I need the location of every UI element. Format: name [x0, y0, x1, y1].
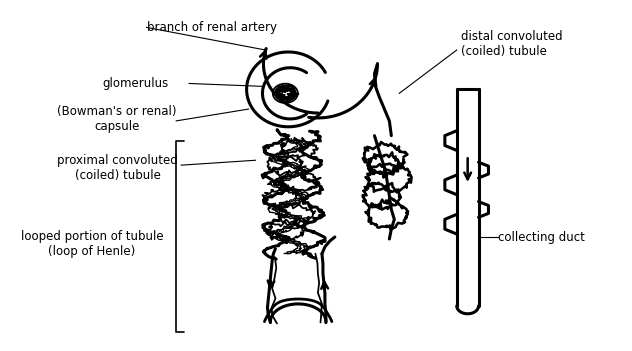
- Text: collecting duct: collecting duct: [499, 231, 585, 244]
- Text: glomerulus: glomerulus: [102, 77, 168, 90]
- Text: distal convoluted
(coiled) tubule: distal convoluted (coiled) tubule: [461, 30, 562, 58]
- Text: branch of renal artery: branch of renal artery: [147, 21, 277, 34]
- Text: (Bowman's or renal)
capsule: (Bowman's or renal) capsule: [58, 105, 177, 133]
- Text: proximal convoluted
(coiled) tubule: proximal convoluted (coiled) tubule: [58, 154, 178, 182]
- Text: looped portion of tubule
(loop of Henle): looped portion of tubule (loop of Henle): [21, 230, 163, 258]
